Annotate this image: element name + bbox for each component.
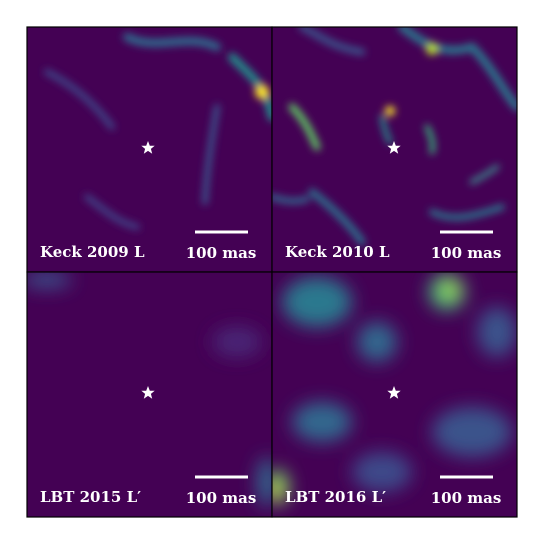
- panel: LBT 2016 L′ 100 mas: [271, 271, 518, 518]
- panel-label: LBT 2016 L′: [285, 488, 386, 506]
- panel-label: Keck 2009 L: [40, 243, 145, 261]
- panel: LBT 2015 L′ 100 mas: [26, 271, 273, 518]
- scale-label: 100 mas: [186, 489, 257, 507]
- scale-label: 100 mas: [431, 244, 502, 262]
- panel-label: LBT 2015 L′: [40, 488, 141, 506]
- panel: Keck 2010 L 100 mas: [271, 26, 518, 273]
- scale-label: 100 mas: [186, 244, 257, 262]
- panel: Keck 2009 L 100 mas: [26, 26, 273, 273]
- panel-label: Keck 2010 L: [285, 243, 390, 261]
- scale-label: 100 mas: [431, 489, 502, 507]
